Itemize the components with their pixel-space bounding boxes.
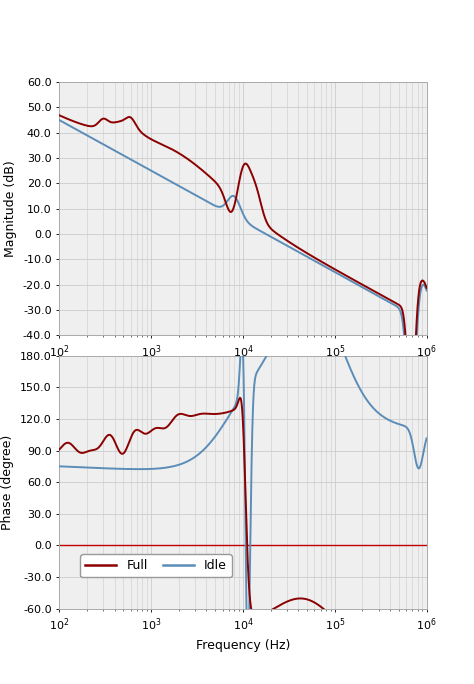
Y-axis label: Phase (degree): Phase (degree) [1,434,14,530]
Y-axis label: Magnitude (dB): Magnitude (dB) [4,160,18,257]
X-axis label: Frequency (Hz): Frequency (Hz) [196,639,290,652]
Legend: Full, Idle: Full, Idle [80,554,232,577]
